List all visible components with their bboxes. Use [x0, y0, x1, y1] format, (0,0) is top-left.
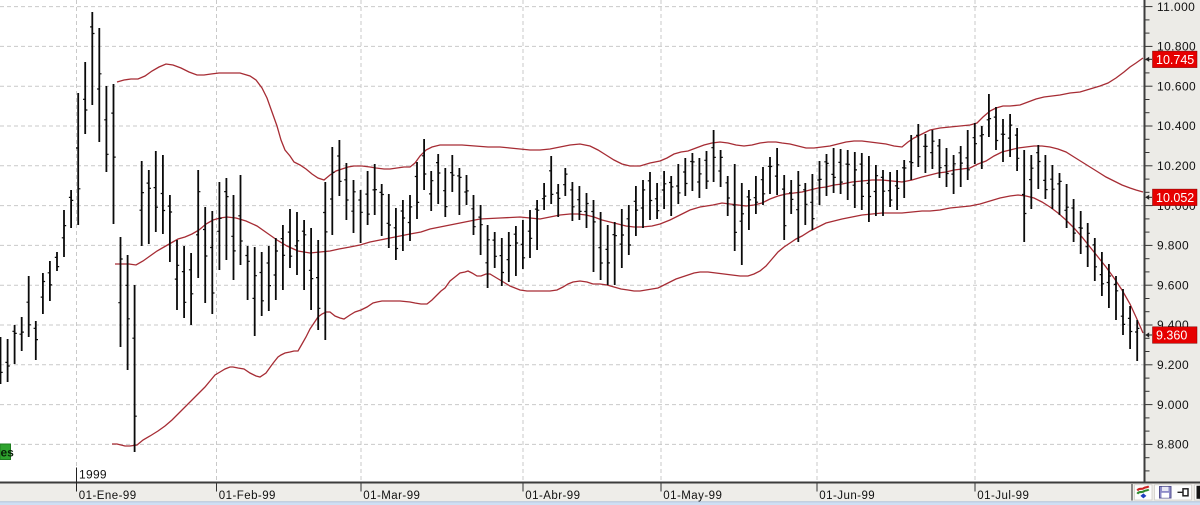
svg-text:9.800: 9.800 [1157, 239, 1189, 253]
svg-text:11.000: 11.000 [1157, 0, 1195, 14]
svg-text:8.800: 8.800 [1157, 438, 1189, 452]
svg-text:01-Ene-99: 01-Ene-99 [79, 490, 137, 502]
svg-text:01-Mar-99: 01-Mar-99 [363, 490, 420, 502]
svg-text:10.800: 10.800 [1157, 40, 1196, 54]
svg-text:10.600: 10.600 [1157, 79, 1196, 93]
svg-text:10.200: 10.200 [1157, 159, 1196, 173]
svg-text:10.745: 10.745 [1156, 53, 1194, 67]
svg-text:01-May-99: 01-May-99 [663, 490, 722, 502]
svg-text:01-Abr-99: 01-Abr-99 [525, 490, 580, 502]
svg-text:1999: 1999 [79, 468, 107, 482]
svg-text:01-Jul-99: 01-Jul-99 [977, 490, 1029, 502]
svg-text:9.000: 9.000 [1157, 398, 1189, 412]
svg-text:9.360: 9.360 [1156, 329, 1187, 343]
svg-text:10.052: 10.052 [1156, 191, 1194, 205]
svg-text:9.200: 9.200 [1157, 358, 1189, 372]
svg-text:10.400: 10.400 [1157, 119, 1196, 133]
svg-text:es: es [1, 446, 15, 460]
svg-text:01-Feb-99: 01-Feb-99 [219, 490, 276, 502]
svg-text:9.600: 9.600 [1157, 278, 1189, 292]
svg-text:01-Jun-99: 01-Jun-99 [819, 490, 875, 502]
